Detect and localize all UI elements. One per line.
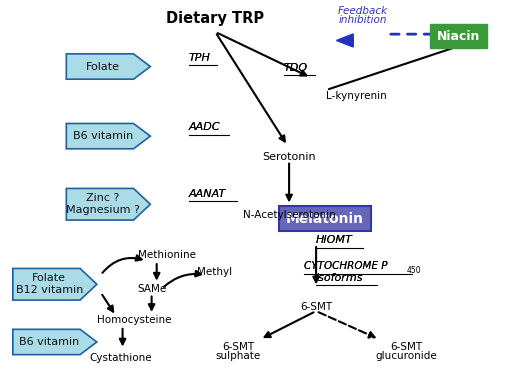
Text: CYTOCHROME P: CYTOCHROME P [304, 261, 388, 272]
Polygon shape [67, 54, 151, 79]
Text: SAMe: SAMe [137, 284, 166, 294]
Text: HIOMT: HIOMT [316, 236, 353, 245]
Text: 6-SMT: 6-SMT [222, 342, 254, 352]
Text: Methyl: Methyl [197, 267, 232, 278]
Text: Folate
B12 vitamin: Folate B12 vitamin [15, 273, 83, 295]
Text: sulphate: sulphate [216, 351, 261, 361]
Polygon shape [67, 123, 151, 149]
Text: Serotonin: Serotonin [262, 152, 316, 162]
Polygon shape [13, 268, 97, 300]
Text: TPH: TPH [189, 53, 210, 63]
Text: Folate: Folate [86, 62, 120, 72]
Text: Dietary TRP: Dietary TRP [166, 10, 264, 26]
Text: AANAT: AANAT [189, 189, 226, 199]
Text: Niacin: Niacin [437, 30, 480, 42]
Text: CYTOCHROME P: CYTOCHROME P [304, 261, 388, 272]
Text: Melatonin: Melatonin [286, 212, 364, 226]
Text: Methionine: Methionine [138, 250, 196, 260]
Text: Homocysteine: Homocysteine [97, 315, 171, 326]
Text: HIOMT: HIOMT [316, 236, 353, 245]
Text: Zinc ?
Magnesium ?: Zinc ? Magnesium ? [66, 194, 140, 215]
FancyBboxPatch shape [279, 206, 371, 231]
Text: TPH: TPH [189, 53, 210, 63]
Text: glucuronide: glucuronide [375, 351, 437, 361]
Text: isoforms: isoforms [316, 273, 364, 283]
Text: AADC: AADC [189, 122, 220, 132]
Text: Cystathione: Cystathione [90, 353, 153, 363]
Text: TDO: TDO [284, 63, 308, 73]
FancyBboxPatch shape [430, 24, 487, 48]
Text: inhibition: inhibition [338, 15, 387, 25]
Text: AADC: AADC [189, 122, 220, 132]
Text: isoforms: isoforms [316, 273, 364, 283]
Polygon shape [13, 329, 97, 355]
Text: AANAT: AANAT [189, 189, 226, 199]
Text: TDO: TDO [284, 63, 308, 73]
Polygon shape [336, 34, 353, 47]
Text: B6 vitamin: B6 vitamin [19, 337, 79, 347]
Text: N-Acetylserotonin: N-Acetylserotonin [243, 210, 335, 220]
Text: B6 vitamin: B6 vitamin [73, 131, 133, 141]
Text: 450: 450 [406, 266, 421, 275]
Text: Feedback: Feedback [338, 6, 388, 16]
Text: 6-SMT: 6-SMT [390, 342, 422, 352]
Text: L-kynyrenin: L-kynyrenin [326, 90, 387, 101]
Polygon shape [67, 188, 151, 220]
Text: 6-SMT: 6-SMT [300, 302, 332, 312]
